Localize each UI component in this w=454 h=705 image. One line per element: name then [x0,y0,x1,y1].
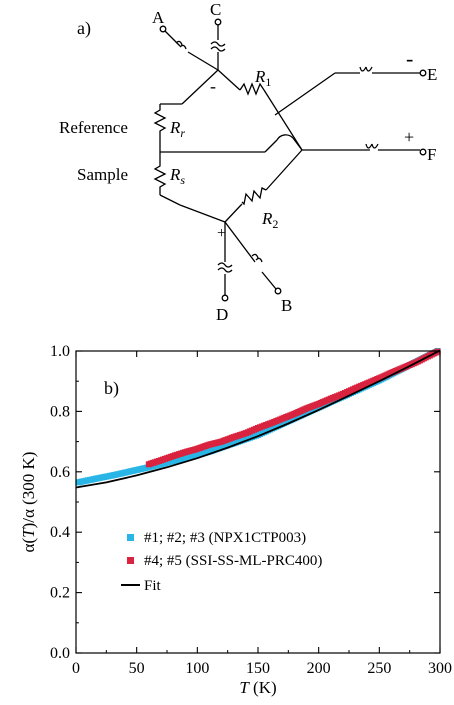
rr-label: Rr [169,118,185,140]
y-tick-label: 1.0 [50,343,70,360]
terminal-c-label: C [210,0,221,19]
y-tick-label: 0.2 [50,585,70,602]
bottom-node-polarity: + [217,225,226,242]
terminal-f-polarity: + [404,127,414,147]
x-tick-label: 250 [367,660,391,677]
terminal-a [159,25,167,33]
terminal-a-label: A [152,8,165,27]
rs-label: Rs [169,165,185,187]
plot-frame [75,350,441,654]
terminal-e-label: E [427,65,437,84]
sample-label: Sample [77,165,128,184]
x-tick-label: 150 [246,660,270,677]
terminal-f [419,148,427,156]
x-tick-label: 300 [428,660,452,677]
circuit-diagram: a) A C E F D B [59,0,437,324]
terminal-b-label: B [281,296,292,315]
x-tick-label: 0 [72,660,80,677]
x-tick-label: 100 [185,660,209,677]
plot-marks [75,348,441,489]
terminal-e-polarity: - [406,46,413,71]
axis-ticks: 0 50 100 150 200 250 300 0.0 0.2 0.4 0.6 0.8 1.0 [50,343,452,677]
panel-a-label: a) [77,18,91,39]
legend-label-ssi: #4; #5 (SSI-SS-ML-PRC400) [144,553,322,569]
y-tick-label: 0.8 [50,403,70,420]
r2-label: R2 [261,209,278,231]
reference-label: Reference [59,118,128,137]
legend: #1; #2; #3 (NPX1CTP003) #4; #5 (SSI-SS-M… [121,530,322,594]
legend-label-fit: Fit [144,578,162,594]
panel-b-label: b) [104,378,119,399]
terminal-d-label: D [216,305,228,324]
terminal-d [221,294,229,302]
y-tick-label: 0.4 [50,524,70,541]
y-tick-label: 0.0 [50,645,70,662]
circuit-wires [153,25,420,295]
terminal-b [274,287,282,295]
terminal-c [214,18,222,26]
terminal-e [419,69,427,77]
legend-label-npx: #1; #2; #3 (NPX1CTP003) [144,530,306,546]
top-node-polarity: - [210,76,216,96]
legend-swatch-ssi [127,557,134,564]
y-tick-label: 0.6 [50,464,70,481]
y-axis-label: α(T)/α (300 K) [19,452,38,553]
r1-label: R1 [254,67,271,89]
fit-line [75,349,441,489]
x-tick-label: 200 [307,660,331,677]
legend-swatch-npx [127,534,134,541]
terminal-f-label: F [427,145,436,164]
x-tick-label: 50 [129,660,145,677]
x-axis-label: T (K) [239,678,276,697]
